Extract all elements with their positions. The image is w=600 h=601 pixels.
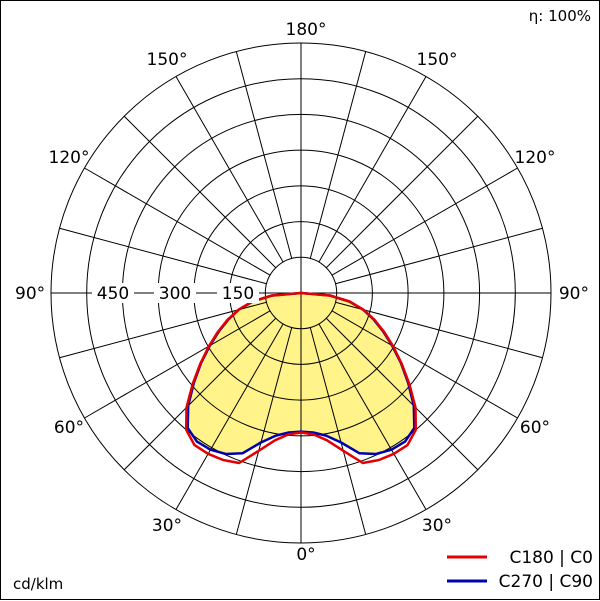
grid-spoke-165 <box>309 51 367 259</box>
grid-spoke-330 <box>175 323 284 510</box>
angle-label-150-left: 150° <box>147 50 188 70</box>
angle-label-120-left: 120° <box>49 148 90 168</box>
series-curve-c180-c0 <box>184 291 418 465</box>
tick-label-300: 300 <box>159 284 191 304</box>
angle-label-60-right: 60° <box>520 418 550 438</box>
grid-spoke-105 <box>335 227 543 285</box>
grid-spoke-135 <box>325 115 479 269</box>
angle-label-0: 0° <box>296 545 315 565</box>
grid-spoke-75 <box>335 301 543 359</box>
angle-label-90-left: 90° <box>15 284 45 304</box>
tick-bg-450 <box>92 283 134 303</box>
tick-label-450: 450 <box>97 284 129 304</box>
grid-spoke-45 <box>325 317 479 471</box>
angle-label-90-right: 90° <box>559 284 589 304</box>
grid-spoke-315 <box>123 317 277 471</box>
legend-label-c270-c90: C270 | C90 <box>499 572 593 592</box>
grid-spoke-345 <box>235 327 293 535</box>
grid-spoke-300 <box>84 310 271 419</box>
grid-spoke-225 <box>123 115 277 269</box>
unit-label: cd/klm <box>13 575 63 593</box>
grid-spoke-120 <box>331 167 518 276</box>
angle-label-120-right: 120° <box>515 148 556 168</box>
tick-bg-300 <box>154 283 196 303</box>
grid-spoke-60 <box>331 310 518 419</box>
grid-spoke-210 <box>175 76 284 263</box>
angle-label-30-left: 30° <box>152 516 182 536</box>
grid-spoke-285 <box>59 301 267 359</box>
angle-label-150-right: 150° <box>417 50 458 70</box>
legend-label-c180-c0: C180 | C0 <box>509 548 593 568</box>
angle-label-60-left: 60° <box>54 418 84 438</box>
efficiency-label: η: 100% <box>529 7 591 25</box>
grid-spoke-255 <box>59 227 267 285</box>
angle-label-180: 180° <box>286 20 327 40</box>
angle-label-30-right: 30° <box>422 516 452 536</box>
polar-grid <box>50 42 552 544</box>
grid-spoke-195 <box>235 51 293 259</box>
grid-spoke-150 <box>318 76 427 263</box>
grid-spoke-30 <box>318 323 427 510</box>
tick-label-150: 150 <box>222 284 254 304</box>
tick-bg-150 <box>217 283 259 303</box>
grid-spoke-240 <box>84 167 271 276</box>
distribution-curves <box>184 291 418 465</box>
grid-spoke-15 <box>309 327 367 535</box>
